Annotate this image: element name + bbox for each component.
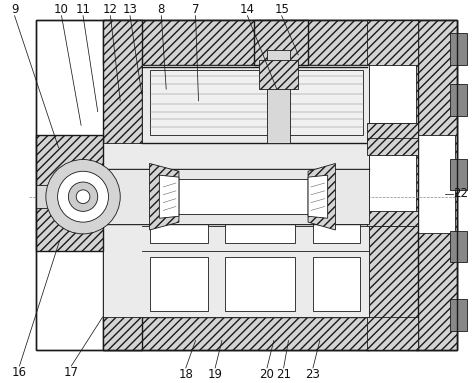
Text: 10: 10 bbox=[54, 3, 69, 16]
Bar bbox=[142, 65, 369, 317]
Polygon shape bbox=[450, 84, 466, 116]
Bar bbox=[418, 135, 455, 233]
Bar bbox=[36, 20, 457, 350]
Polygon shape bbox=[367, 20, 418, 350]
Text: 15: 15 bbox=[274, 3, 289, 16]
Polygon shape bbox=[142, 65, 369, 143]
Polygon shape bbox=[308, 164, 335, 230]
Bar bbox=[150, 196, 208, 243]
Text: 22: 22 bbox=[453, 187, 468, 200]
Bar bbox=[225, 196, 295, 243]
Polygon shape bbox=[103, 317, 369, 350]
Polygon shape bbox=[103, 20, 369, 65]
Polygon shape bbox=[308, 175, 328, 218]
Text: 14: 14 bbox=[240, 3, 255, 16]
Polygon shape bbox=[416, 20, 457, 350]
Text: 18: 18 bbox=[178, 368, 193, 381]
Bar bbox=[267, 50, 290, 143]
Bar bbox=[36, 185, 87, 208]
Text: 21: 21 bbox=[276, 368, 291, 381]
Polygon shape bbox=[254, 20, 308, 65]
Text: 19: 19 bbox=[208, 368, 223, 381]
Bar bbox=[36, 20, 457, 350]
Text: 17: 17 bbox=[64, 366, 79, 379]
Polygon shape bbox=[36, 135, 103, 250]
Text: 8: 8 bbox=[158, 3, 165, 16]
Bar bbox=[150, 257, 208, 311]
Bar bbox=[369, 30, 416, 123]
Text: 16: 16 bbox=[12, 366, 27, 379]
Circle shape bbox=[68, 182, 98, 211]
Polygon shape bbox=[367, 211, 418, 226]
Polygon shape bbox=[367, 123, 418, 143]
Polygon shape bbox=[367, 317, 418, 350]
Bar bbox=[313, 196, 360, 243]
Bar bbox=[103, 169, 369, 224]
Bar bbox=[369, 142, 416, 226]
Polygon shape bbox=[450, 300, 466, 331]
Bar bbox=[225, 257, 295, 311]
Bar bbox=[150, 70, 363, 135]
Polygon shape bbox=[450, 33, 466, 65]
Circle shape bbox=[76, 190, 90, 203]
Polygon shape bbox=[450, 159, 466, 190]
Polygon shape bbox=[103, 143, 369, 317]
Polygon shape bbox=[450, 231, 466, 262]
Circle shape bbox=[46, 160, 120, 234]
Circle shape bbox=[57, 171, 108, 222]
Polygon shape bbox=[367, 138, 418, 155]
Text: 23: 23 bbox=[305, 368, 321, 381]
Polygon shape bbox=[159, 175, 179, 218]
Polygon shape bbox=[367, 20, 418, 65]
Bar bbox=[313, 257, 360, 311]
Polygon shape bbox=[150, 164, 179, 230]
Text: 9: 9 bbox=[11, 3, 19, 16]
Bar bbox=[259, 60, 298, 89]
Text: 7: 7 bbox=[192, 3, 200, 16]
Text: 12: 12 bbox=[103, 3, 118, 16]
Text: 11: 11 bbox=[76, 3, 91, 16]
Polygon shape bbox=[103, 20, 142, 350]
Text: 13: 13 bbox=[123, 3, 137, 16]
Bar bbox=[150, 179, 321, 214]
Text: 20: 20 bbox=[259, 368, 275, 381]
